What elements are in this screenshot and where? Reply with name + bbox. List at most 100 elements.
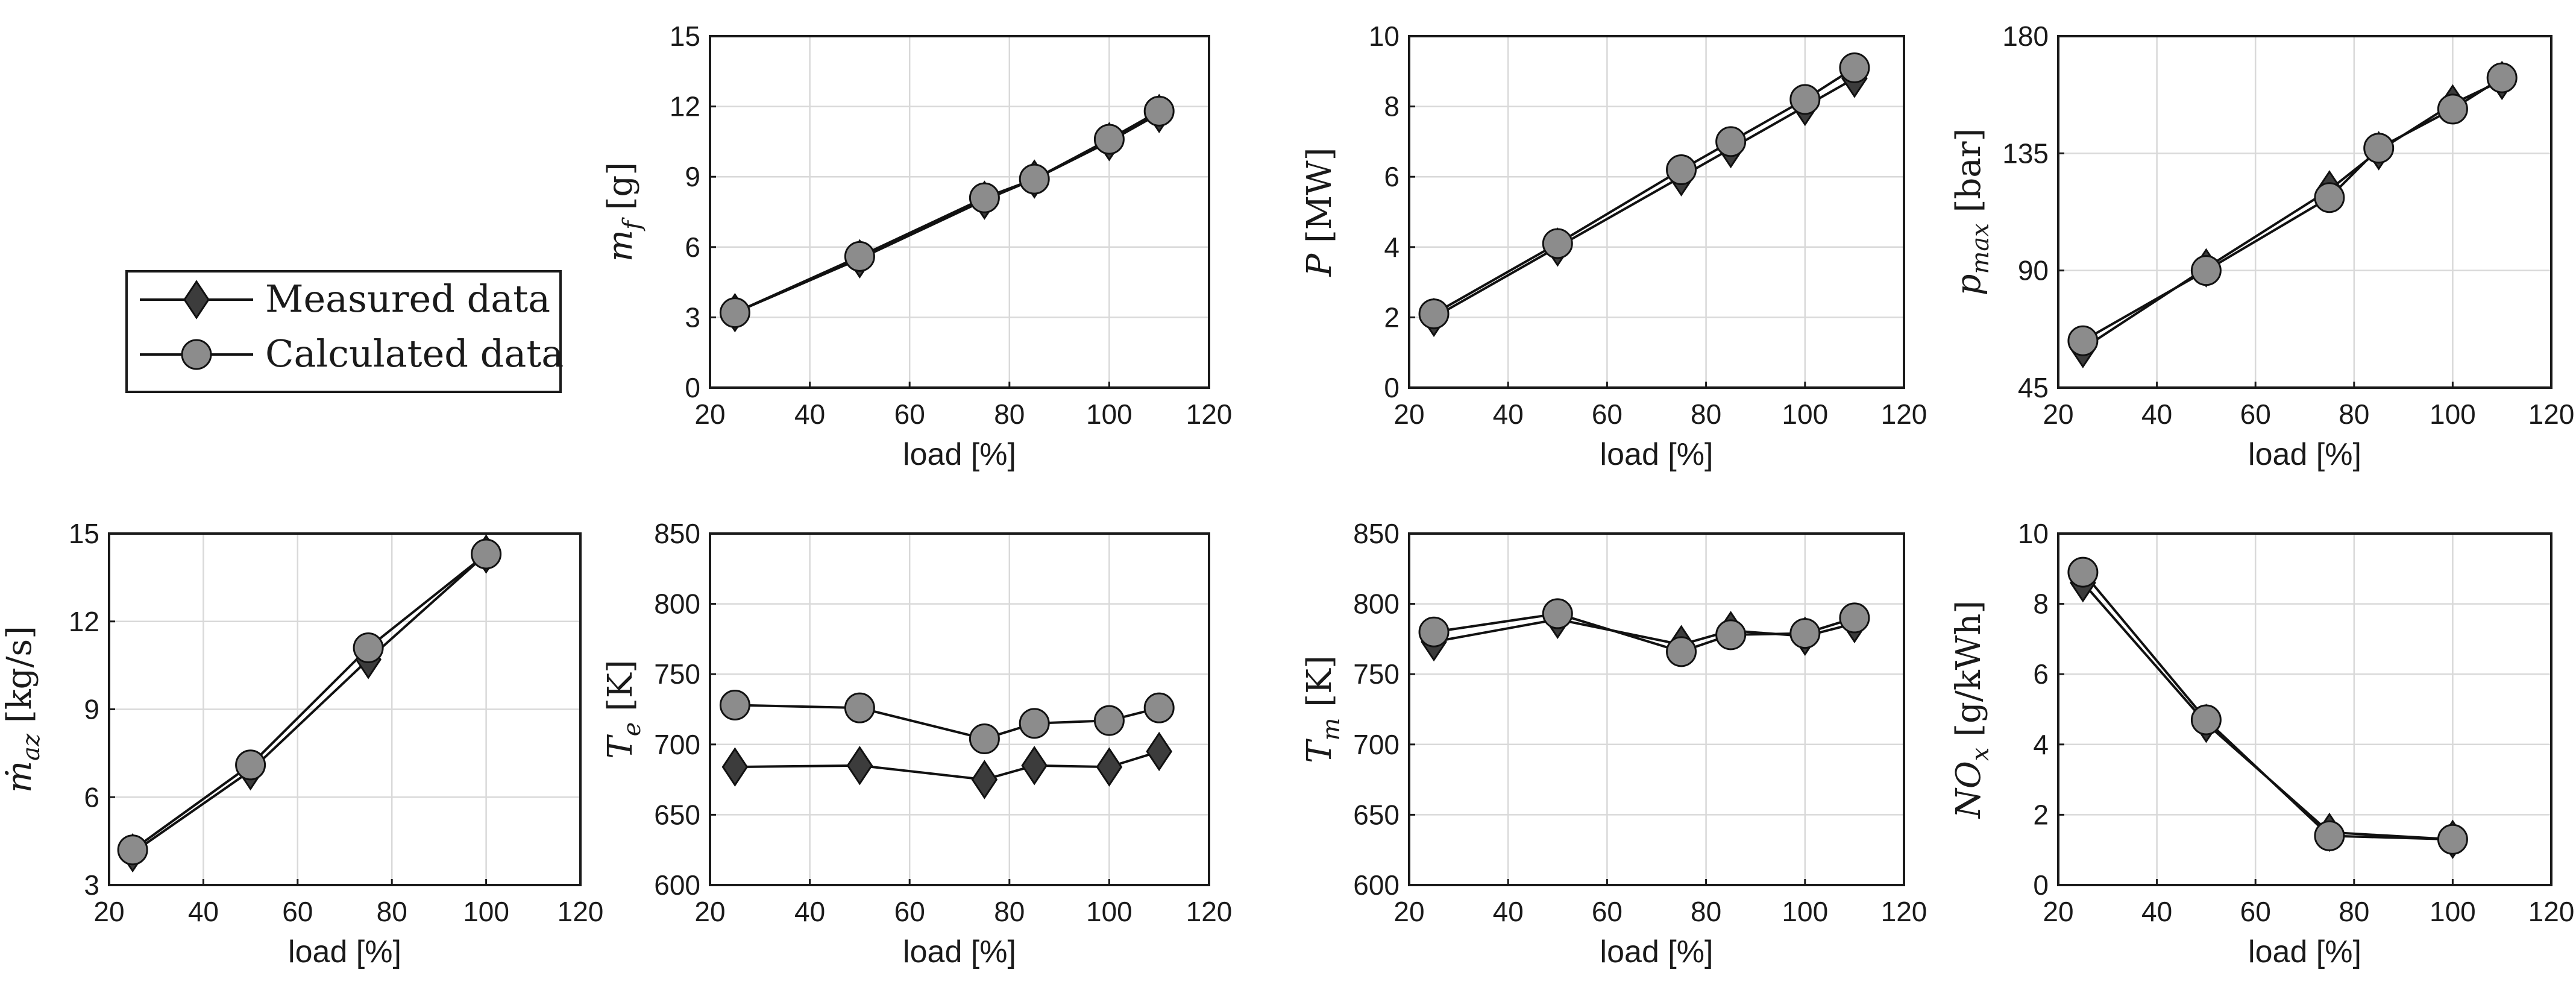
y-axis-label: Te [K] <box>601 660 646 758</box>
y-tick-label: 750 <box>654 658 700 690</box>
calculated-data-point <box>1839 52 1870 83</box>
chart-Tm: 20 40 60 80 100 120 600 650 700 750 800 850 load [%]… <box>1300 518 1927 969</box>
x-tick-label: 80 <box>994 399 1025 430</box>
x-tick-label: 20 <box>694 896 725 927</box>
x-axis-label: load [%] <box>903 934 1016 969</box>
legend-calculated-marker <box>181 339 212 370</box>
plot-area <box>1409 36 1904 388</box>
calculated-data-point <box>1418 616 1450 648</box>
y-tick-label: 45 <box>2018 372 2049 403</box>
y-tick-label: 6 <box>84 781 99 813</box>
calculated-data-point <box>969 182 1000 213</box>
y-tick-label: 6 <box>1384 161 1400 192</box>
x-tick-label: 60 <box>1592 399 1623 430</box>
y-tick-label: 600 <box>1353 869 1400 901</box>
plot-area <box>710 534 1209 885</box>
y-tick-label: 12 <box>69 606 99 637</box>
y-tick-label: 8 <box>2033 588 2049 620</box>
calculated-data-point <box>353 632 384 663</box>
y-tick-label: 4 <box>1384 232 1400 263</box>
x-tick-label: 80 <box>2339 399 2369 430</box>
calculated-data-point <box>1715 619 1747 651</box>
calculated-data-point <box>1143 95 1175 127</box>
plot-area <box>2058 534 2551 885</box>
legend: Measured data Calculated data <box>125 270 564 393</box>
calculated-data-point <box>2437 824 2468 855</box>
chart-P: 20 40 60 80 100 120 0 2 4 6 8 10 load [%] P [MW] <box>1300 20 1927 472</box>
y-axis-label: P [MW] <box>1300 147 1339 277</box>
calculated-data-point <box>1542 598 1573 629</box>
y-axis-label-subscript: max <box>1967 223 1994 274</box>
x-tick-label: 60 <box>282 896 313 927</box>
y-axis-label-subscript: x <box>1967 748 1994 761</box>
x-tick-label: 40 <box>1493 896 1524 927</box>
calculated-data-point <box>2363 133 2395 164</box>
y-tick-label: 700 <box>654 729 700 760</box>
axes-frame <box>709 35 1210 389</box>
calculated-data-point <box>1666 154 1697 186</box>
chart-maz: 20 40 60 80 100 120 3 6 9 12 15 load [%] ṁaz [kg/s] <box>0 518 603 969</box>
calculated-data-point <box>844 692 875 723</box>
x-tick-label: 80 <box>1691 399 1721 430</box>
x-tick-label: 40 <box>1493 399 1524 430</box>
x-axis-label: load [%] <box>1600 934 1714 969</box>
y-tick-label: 90 <box>2018 255 2049 286</box>
y-axis-label-symbol: m <box>601 230 640 262</box>
x-axis-label: load [%] <box>1600 437 1714 472</box>
calculated-data-point <box>2314 182 2345 213</box>
x-tick-label: 40 <box>2141 399 2172 430</box>
calculated-data-point <box>1542 228 1573 259</box>
x-axis-label: load [%] <box>288 934 401 969</box>
calculated-data-point <box>844 241 875 272</box>
y-tick-label: 6 <box>2033 658 2049 690</box>
x-tick-label: 80 <box>2339 896 2369 927</box>
y-axis-label-symbol: P <box>1300 253 1339 277</box>
x-tick-label: 40 <box>2141 896 2172 927</box>
calculated-series-line <box>2082 571 2453 841</box>
x-tick-label: 40 <box>794 896 825 927</box>
calculated-data-point <box>1143 692 1175 723</box>
calculated-data-point <box>1715 126 1747 157</box>
x-tick-label: 100 <box>1782 399 1828 430</box>
calculated-data-point <box>2190 255 2222 286</box>
x-tick-label: 40 <box>794 399 825 430</box>
y-tick-label: 600 <box>654 869 700 901</box>
calculated-data-point <box>1418 298 1450 330</box>
y-tick-label: 10 <box>2018 518 2049 549</box>
x-tick-label: 20 <box>2043 896 2073 927</box>
x-tick-label: 20 <box>694 399 725 430</box>
y-axis-label-symbol: p <box>1949 274 1988 295</box>
chart-mf: 20 40 60 80 100 120 0 3 6 9 12 15 load [%] mf [g] <box>601 20 1232 472</box>
measured-data-point <box>846 746 873 786</box>
y-tick-label: 0 <box>1384 372 1400 403</box>
y-axis-label-unit: [K] <box>1300 655 1339 717</box>
y-tick-label: 9 <box>685 161 700 192</box>
calculated-data-point <box>1789 618 1821 649</box>
y-axis-label-symbol: T <box>601 734 640 759</box>
x-axis-label: load [%] <box>903 437 1016 472</box>
calculated-data-point <box>2486 62 2518 93</box>
y-tick-label: 850 <box>1353 518 1400 549</box>
y-axis-label-subscript: m <box>1318 718 1345 741</box>
legend-calculated-label: Calculated data <box>265 332 564 376</box>
x-axis-label: load [%] <box>2248 934 2361 969</box>
x-tick-label: 120 <box>1881 399 1927 430</box>
y-axis-label-unit: [g/kWh] <box>1949 600 1988 748</box>
x-tick-label: 20 <box>2043 399 2073 430</box>
chart-Te: 20 40 60 80 100 120 600 650 700 750 800 850 load [%]… <box>601 518 1232 969</box>
x-tick-label: 120 <box>558 896 604 927</box>
axes-frame <box>709 532 1210 886</box>
y-axis-label: ṁaz [kg/s] <box>0 626 45 793</box>
y-tick-label: 12 <box>670 91 700 122</box>
x-tick-label: 120 <box>2528 896 2575 927</box>
y-axis-label-subscript: e <box>618 722 646 737</box>
calculated-data-point <box>1666 636 1697 667</box>
legend-measured-label: Measured data <box>265 277 550 321</box>
calculated-data-point <box>1789 84 1821 115</box>
x-tick-label: 120 <box>1186 399 1233 430</box>
calculated-data-point <box>1019 708 1050 739</box>
x-tick-label: 20 <box>1393 399 1424 430</box>
calculated-data-point <box>1019 163 1050 195</box>
y-tick-label: 2 <box>2033 799 2049 830</box>
